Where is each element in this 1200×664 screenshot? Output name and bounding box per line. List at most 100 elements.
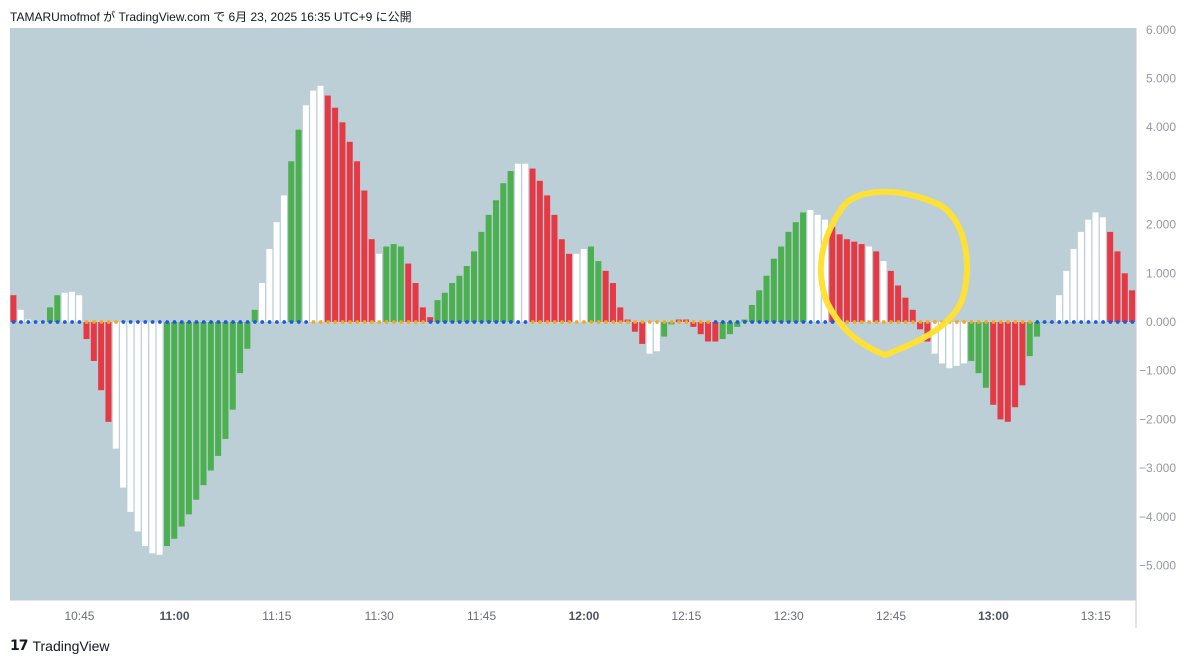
histogram-bar [215, 322, 222, 456]
histogram-bar [449, 283, 456, 322]
histogram-bar [434, 300, 441, 322]
histogram-bar [259, 283, 266, 322]
histogram-bar [990, 322, 997, 405]
zero-line-dot [136, 320, 140, 324]
histogram-bar [207, 322, 214, 471]
zero-line-dot [413, 320, 418, 324]
histogram-bar [193, 322, 200, 500]
histogram-bar [514, 163, 521, 322]
histogram-bar [251, 309, 258, 322]
zero-line-dot [253, 320, 257, 324]
publish-info: TAMARUmofmof が TradingView.com で 6月 23, … [10, 10, 412, 24]
histogram-bar [500, 183, 507, 322]
zero-line-dot [662, 320, 667, 324]
zero-line-dot [523, 320, 528, 324]
zero-line-dot [472, 320, 477, 324]
zero-line-dot [779, 320, 784, 324]
zero-line-dot [881, 320, 886, 324]
zero-line-dot [969, 320, 974, 324]
histogram-bars [10, 85, 1136, 555]
histogram-bar [653, 322, 660, 352]
zero-line-dot [406, 320, 411, 324]
zero-line-dot [421, 320, 426, 324]
histogram-bar [1004, 322, 1011, 422]
histogram-bar [763, 275, 770, 322]
zero-line-dot [925, 320, 930, 324]
zero-line-dot [106, 320, 111, 324]
zero-line-dot [187, 320, 192, 324]
zero-line-dot [625, 320, 630, 324]
histogram-bar [361, 190, 368, 322]
zero-line-dot [165, 320, 170, 324]
histogram-bar [1129, 290, 1136, 322]
zero-line-dot [70, 320, 75, 324]
x-tick-label: 13:15 [1081, 609, 1111, 623]
zero-line-dot [362, 320, 367, 324]
histogram-bar [690, 322, 697, 327]
histogram-bar [529, 168, 536, 322]
zero-line-dot [823, 320, 828, 324]
zero-line-dot [903, 320, 908, 324]
histogram-bar [536, 180, 543, 322]
tradingview-brand: TradingView [32, 638, 110, 654]
zero-line-dot [742, 320, 747, 324]
histogram-bar [1070, 248, 1077, 322]
histogram-bar [968, 322, 975, 361]
y-tick-label: 5.000 [1146, 72, 1176, 86]
zero-line-dot [333, 320, 338, 324]
zero-line-dot [326, 320, 330, 324]
zero-line-dot [954, 320, 959, 324]
zero-line-dot [19, 320, 23, 324]
zero-line-dot [976, 320, 981, 324]
histogram-bar [748, 304, 755, 322]
zero-line-dot [260, 320, 265, 324]
histogram-bar [617, 307, 624, 322]
histogram-bar [288, 161, 295, 322]
zero-line-dot [99, 320, 104, 324]
zero-line-dot [574, 320, 579, 324]
zero-line-dot [998, 320, 1003, 324]
histogram-bar [800, 212, 807, 322]
histogram-bar [705, 322, 712, 342]
zero-line-dot [296, 320, 301, 324]
histogram-bar [843, 239, 850, 322]
histogram-bar [17, 309, 24, 322]
histogram-bar [419, 307, 426, 322]
zero-line-dot [267, 320, 272, 324]
zero-line-dot [896, 320, 901, 324]
zero-line-dot [1079, 320, 1084, 324]
zero-line-dot [684, 320, 689, 324]
histogram-bar [829, 227, 836, 322]
histogram-bar [412, 283, 419, 322]
histogram-bar [127, 322, 134, 512]
x-axis: 10:45 11:00 11:15 11:30 11:45 12:00 12:15 12:30… [64, 609, 1111, 623]
tradingview-logo[interactable]: 17 TradingView [10, 636, 110, 656]
zero-line-dot [128, 320, 133, 324]
zero-line-dot [691, 320, 696, 324]
zero-line-dot [933, 320, 937, 324]
histogram-bar [836, 234, 843, 322]
zero-line-dot [677, 320, 681, 324]
histogram-bar [185, 322, 192, 515]
histogram-bar [931, 322, 938, 354]
zero-line-dot [1130, 320, 1135, 324]
histogram-bar [405, 263, 412, 322]
zero-line-dot [808, 320, 813, 324]
zero-line-dot [157, 320, 162, 324]
zero-line-dot [121, 320, 126, 324]
x-tick-label: 11:45 [467, 609, 496, 623]
zero-line-dot [618, 320, 623, 324]
zero-line-dot [494, 320, 499, 324]
histogram-bar [178, 322, 185, 527]
zero-line-dot [640, 320, 645, 324]
zero-line-dot [443, 320, 447, 324]
zero-line-dot [355, 320, 360, 324]
histogram-bar [10, 295, 17, 322]
zero-line-dot [720, 320, 725, 324]
zero-line-dot [1123, 320, 1127, 324]
histogram-bar [588, 246, 595, 322]
histogram-bar [902, 297, 909, 322]
histogram-bar [507, 171, 514, 322]
zero-line-dot [750, 320, 755, 324]
histogram-bar [90, 322, 97, 361]
